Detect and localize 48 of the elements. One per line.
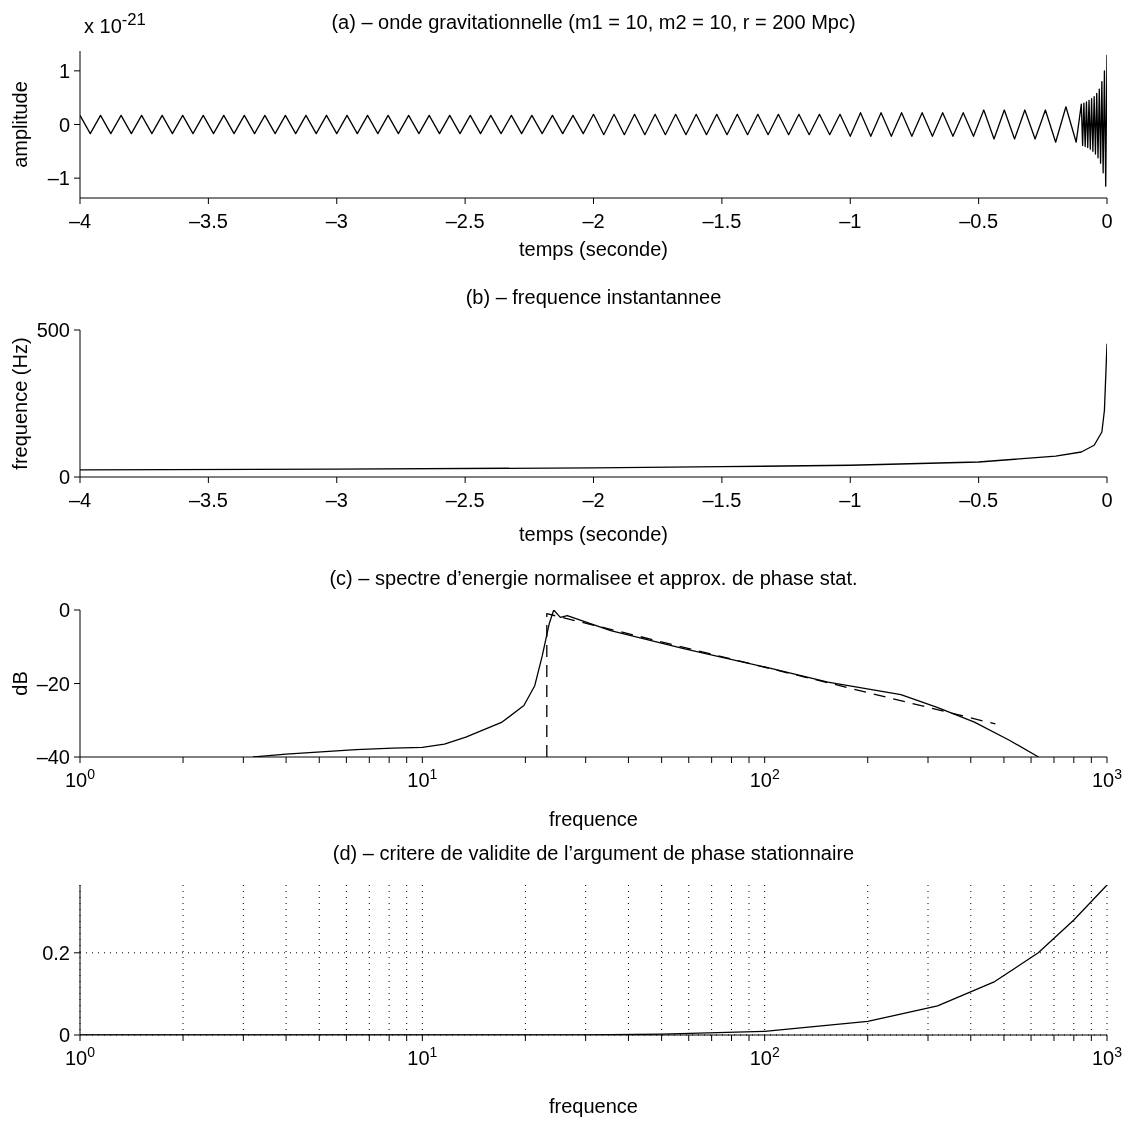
x-tick-label: –1.5 [702, 489, 742, 511]
x-tick-label: 10$^{0}$ [64, 1044, 96, 1069]
x-axis-title: frequence [549, 1095, 638, 1117]
y-tick-label: –20 [36, 672, 70, 695]
x-tick-label: 10$^{2}$ [749, 1044, 780, 1069]
x-tick-label: –4 [68, 489, 92, 511]
x-tick-label: –1.5 [702, 210, 742, 232]
x-tick-label: 10$^{1}$ [407, 1044, 438, 1069]
x-tick-label: –3 [325, 489, 348, 511]
x-tick-label: 10$^{1}$ [407, 766, 438, 791]
x-tick-label: –3.5 [188, 489, 228, 511]
x-tick-label: –2.5 [445, 210, 485, 232]
y-axis-title: amplitude [9, 81, 32, 168]
text: x 10$^{-21}$ [84, 9, 146, 38]
x-tick-label: 10$^{3}$ [1091, 766, 1123, 791]
x-tick-label: –2 [582, 210, 605, 232]
y-tick-label: 0 [58, 466, 70, 488]
x-tick-label: 10$^{0}$ [64, 766, 96, 791]
y-tick-label: –1 [47, 167, 70, 190]
chart-title: (b) – frequence instantannee [464, 285, 723, 309]
y-tick-label: 0.2 [42, 941, 70, 964]
x-axis-title: temps (seconde) [519, 238, 668, 260]
x-tick-label: 0 [1101, 210, 1113, 232]
x-tick-label: 10$^{3}$ [1091, 1044, 1123, 1069]
x-tick-label: –2.5 [445, 489, 485, 511]
chart-title: (d) – critere de validite de l’argument de phase stationnaire [331, 841, 856, 865]
x-axis-title: temps (seconde) [519, 523, 668, 545]
x-tick-label: 0 [1101, 489, 1113, 511]
y-tick-label: 0 [58, 1024, 70, 1046]
x-tick-label: 10$^{2}$ [749, 766, 780, 791]
chart-title: (a) – onde gravitationnelle (m1 = 10, m2 = 10, r = 200 Mpc) [331, 11, 856, 33]
x-tick-label: –1 [839, 489, 862, 511]
x-tick-label: –3.5 [188, 210, 228, 232]
x-axis-title: frequence [549, 808, 638, 830]
y-axis-title: dB [9, 671, 32, 696]
x-tick-label: –1 [839, 210, 862, 232]
x-tick-label: –4 [68, 210, 92, 232]
y-tick-label: 500 [36, 319, 70, 341]
y-tick-label: 0 [58, 113, 70, 136]
x-tick-label: –3 [325, 210, 348, 232]
y-axis-title: frequence (Hz) [9, 337, 32, 470]
y-tick-label: 0 [58, 599, 70, 621]
x-tick-label: –2 [582, 489, 605, 511]
x-tick-label: –0.5 [959, 210, 999, 232]
y-tick-label: –40 [36, 746, 70, 768]
x-tick-label: –0.5 [959, 489, 999, 511]
chart-title: (c) – spectre d’energie normalisee et approx. de phase stat. [328, 566, 859, 590]
y-tick-label: 1 [58, 59, 70, 82]
